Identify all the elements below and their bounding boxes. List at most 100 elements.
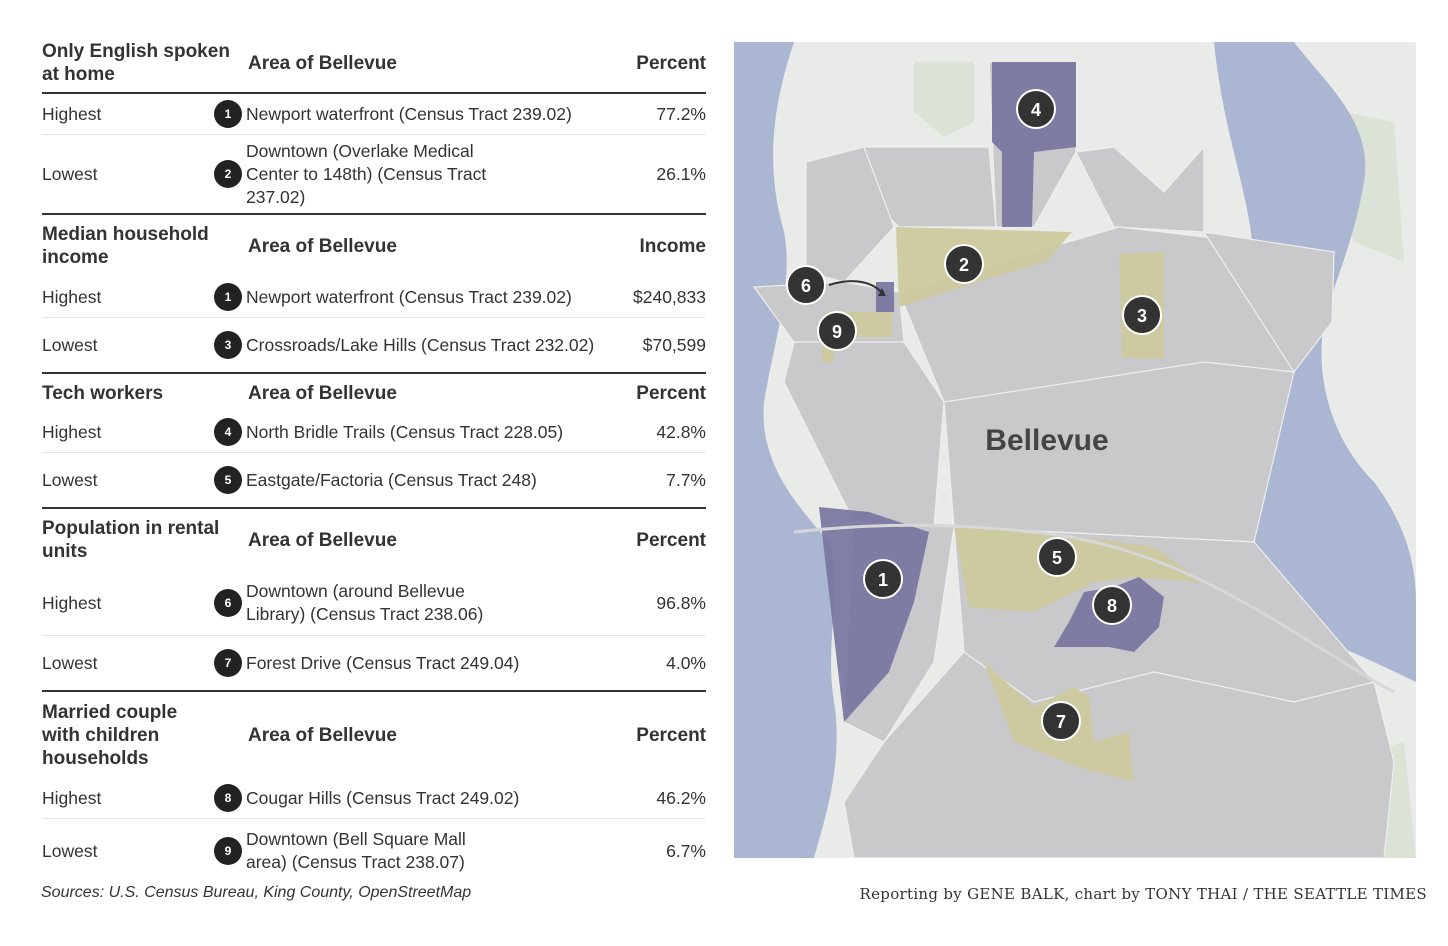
tract-1-shape [819, 507, 929, 722]
section-divider [42, 372, 706, 374]
area-column-header: Area of Bellevue [248, 235, 397, 257]
map-marker-7: 7 [1041, 701, 1081, 741]
row-label: Lowest [42, 840, 98, 861]
table-row: Highest 1 Newport waterfront (Census Tra… [42, 94, 706, 135]
row-label: Lowest [42, 652, 98, 673]
tract-shape [943, 361, 1295, 543]
marker-badge: 7 [214, 649, 242, 677]
table-row: Lowest 5 Eastgate/Factoria (Census Tract… [42, 453, 706, 507]
category-label: Tech workers [42, 382, 164, 404]
section-divider [42, 92, 706, 94]
lake-washington [734, 42, 837, 858]
section-header: Tech workers Area of Bellevue Percent [42, 374, 706, 412]
marker-number: 5 [1052, 548, 1062, 568]
map-marker-5: 5 [1037, 537, 1077, 577]
value-column-header: Percent [636, 724, 706, 746]
value-cell: 6.7% [666, 840, 706, 861]
section-divider [42, 690, 706, 692]
section-header: Median household income Area of Bellevue… [42, 215, 706, 277]
value-column-header: Income [639, 235, 706, 257]
map-marker-4: 4 [1016, 89, 1056, 129]
row-label: Highest [42, 592, 102, 613]
row-label: Highest [42, 286, 102, 307]
sources-note: Sources: U.S. Census Bureau, King County… [41, 884, 472, 901]
map-marker-2: 2 [944, 244, 984, 284]
table-row: Lowest 3 Crossroads/Lake Hills (Census T… [42, 318, 706, 372]
value-column-header: Percent [636, 529, 706, 551]
marker-number: 4 [1031, 100, 1041, 120]
marker-badge: 8 [214, 784, 242, 812]
table-row: Lowest 9 Downtown (Bell Square Mall area… [42, 819, 706, 883]
map-marker-9: 9 [817, 311, 857, 351]
marker-badge: 5 [214, 466, 242, 494]
map-marker-6: 6 [786, 265, 826, 305]
value-cell: $240,833 [633, 286, 706, 307]
value-cell: 46.2% [656, 787, 706, 808]
tract-5-shape [954, 527, 1204, 612]
row-label: Highest [42, 787, 102, 808]
tract-shape [1075, 145, 1205, 233]
marker-badge: 2 [214, 160, 242, 188]
marker-number: 3 [1137, 306, 1147, 326]
table-row: Lowest 2 Downtown (Overlake Medical Cent… [42, 135, 706, 213]
map-marker-3: 3 [1122, 295, 1162, 335]
area-name: Downtown (Bell Square Mall area) (Census… [246, 829, 466, 872]
marker-number: 2 [959, 255, 969, 275]
marker-badge: 1 [214, 100, 242, 128]
value-cell: 42.8% [656, 421, 706, 442]
marker-badge: 4 [214, 418, 242, 446]
area-name: Eastgate/Factoria (Census Tract 248) [246, 469, 537, 490]
marker-number: 1 [878, 570, 888, 590]
value-column-header: Percent [636, 382, 706, 404]
section-header: Population in rental units Area of Belle… [42, 509, 706, 571]
area-column-header: Area of Bellevue [248, 529, 397, 551]
data-table: Only English spoken at home Area of Bell… [42, 34, 706, 883]
value-cell: 96.8% [656, 592, 706, 613]
marker-number: 6 [801, 276, 811, 296]
row-label: Highest [42, 421, 102, 442]
map-marker-1: 1 [863, 559, 903, 599]
marker-number: 9 [832, 322, 842, 342]
category-label: Married couple with children households [42, 701, 178, 769]
city-label: Bellevue [985, 424, 1108, 457]
tract-shape [1202, 231, 1335, 374]
area-column-header: Area of Bellevue [248, 52, 397, 74]
credit-line: Reporting by GENE BALK, chart by TONY TH… [859, 885, 1427, 903]
area-column-header: Area of Bellevue [248, 382, 397, 404]
area-name: Crossroads/Lake Hills (Census Tract 232.… [246, 334, 595, 355]
marker-badge: 3 [214, 331, 242, 359]
area-name: Newport waterfront (Census Tract 239.02) [246, 286, 572, 307]
section-divider [42, 507, 706, 509]
marker-badge: 6 [214, 589, 242, 617]
value-column-header: Percent [636, 52, 706, 74]
area-column-header: Area of Bellevue [248, 724, 397, 746]
tract-6-shape [876, 282, 894, 312]
value-cell: 7.7% [666, 469, 706, 490]
park-area [914, 62, 974, 137]
area-name: North Bridle Trails (Census Tract 228.05… [246, 421, 564, 442]
table-row: Lowest 7 Forest Drive (Census Tract 249.… [42, 636, 706, 690]
row-label: Lowest [42, 163, 98, 184]
value-cell: 26.1% [656, 163, 706, 184]
section-divider [42, 213, 706, 215]
arrowhead-icon [878, 288, 886, 296]
map-marker-8: 8 [1092, 585, 1132, 625]
value-cell: 77.2% [656, 103, 706, 124]
table-row: Highest 1 Newport waterfront (Census Tra… [42, 277, 706, 318]
table-row: Highest 4 North Bridle Trails (Census Tr… [42, 412, 706, 453]
marker-number: 8 [1107, 596, 1117, 616]
area-name: Cougar Hills (Census Tract 249.02) [246, 787, 520, 808]
marker-number: 7 [1056, 712, 1066, 732]
category-label: Median household income [42, 224, 209, 268]
value-cell: 4.0% [666, 652, 706, 673]
section-header: Only English spoken at home Area of Bell… [42, 34, 706, 92]
marker-badge: 1 [214, 283, 242, 311]
row-label: Lowest [42, 469, 98, 490]
row-label: Highest [42, 103, 102, 124]
area-name: Newport waterfront (Census Tract 239.02) [246, 103, 572, 124]
area-name: Downtown (around Bellevue Library) (Cens… [246, 581, 484, 624]
row-label: Lowest [42, 334, 98, 355]
marker-badge: 9 [214, 837, 242, 865]
area-name: Forest Drive (Census Tract 249.04) [246, 652, 520, 673]
bellevue-map: Bellevue 1 2 3 4 5 6 7 8 9 [734, 42, 1416, 858]
